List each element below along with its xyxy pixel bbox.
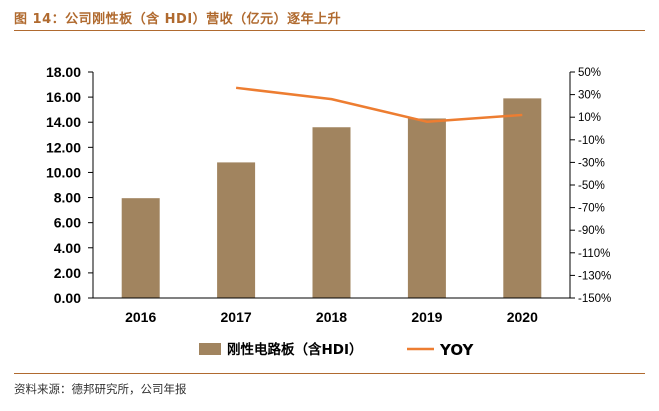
x-axis: 2016 2017 2018 2019 2020: [93, 297, 570, 325]
bars: [121, 98, 542, 298]
left-tick-label: 12.00: [46, 139, 81, 155]
x-tick-label: 2018: [316, 309, 347, 325]
left-axis: 0.00 2.00 4.00 6.00 8.00 10.00 12.00 14.00 16.00…: [46, 64, 94, 306]
bar-2020: [503, 98, 542, 298]
right-tick-label: 50%: [578, 67, 601, 79]
right-tick-label: 10%: [578, 112, 601, 124]
right-tick-label: -30%: [578, 157, 605, 169]
bar-2019: [407, 118, 446, 298]
legend-bar-label: 刚性电路板（含HDI）: [227, 341, 363, 358]
right-tick-label: -110%: [578, 248, 610, 260]
source-rule: [14, 373, 645, 374]
legend: 刚性电路板（含HDI） YOY: [199, 341, 475, 359]
legend-bar-swatch: [199, 343, 221, 355]
right-tick-label: 30%: [578, 90, 601, 102]
x-tick-label: 2020: [507, 309, 538, 325]
title-rule: [14, 30, 645, 31]
source-note: 资料来源：德邦研究所，公司年报: [14, 382, 187, 396]
right-tick-label: -10%: [578, 135, 605, 147]
left-tick-label: 8.00: [54, 190, 81, 206]
yoy-line: [235, 86, 523, 123]
bar-2018: [312, 127, 351, 298]
x-tick-label: 2017: [221, 309, 252, 325]
right-tick-label: -130%: [578, 270, 611, 282]
figure-title: 图 14：公司刚性板（含 HDI）营收（亿元）逐年上升: [14, 12, 342, 27]
left-tick-label: 4.00: [54, 240, 81, 256]
right-axis: 50% 30% 10% -10% -30% -50% -70% -90% -110% -130% -…: [569, 67, 611, 305]
legend-line-label: YOY: [439, 341, 475, 359]
yoy-series-line: [235, 86, 523, 123]
x-tick-label: 2019: [411, 309, 442, 325]
left-tick-label: 10.00: [46, 164, 81, 180]
bar-2017: [217, 162, 256, 298]
right-tick-label: -70%: [578, 203, 605, 215]
right-tick-label: -90%: [578, 225, 605, 237]
right-tick-label: -150%: [578, 293, 611, 305]
left-tick-label: 6.00: [54, 215, 81, 231]
left-tick-label: 2.00: [54, 265, 81, 281]
left-tick-label: 0.00: [54, 290, 81, 306]
bar-2016: [121, 198, 160, 298]
left-tick-label: 14.00: [46, 114, 81, 130]
left-tick-label: 16.00: [46, 89, 81, 105]
right-tick-label: -50%: [578, 180, 605, 192]
x-tick-label: 2016: [125, 309, 156, 325]
left-tick-label: 18.00: [46, 64, 81, 80]
